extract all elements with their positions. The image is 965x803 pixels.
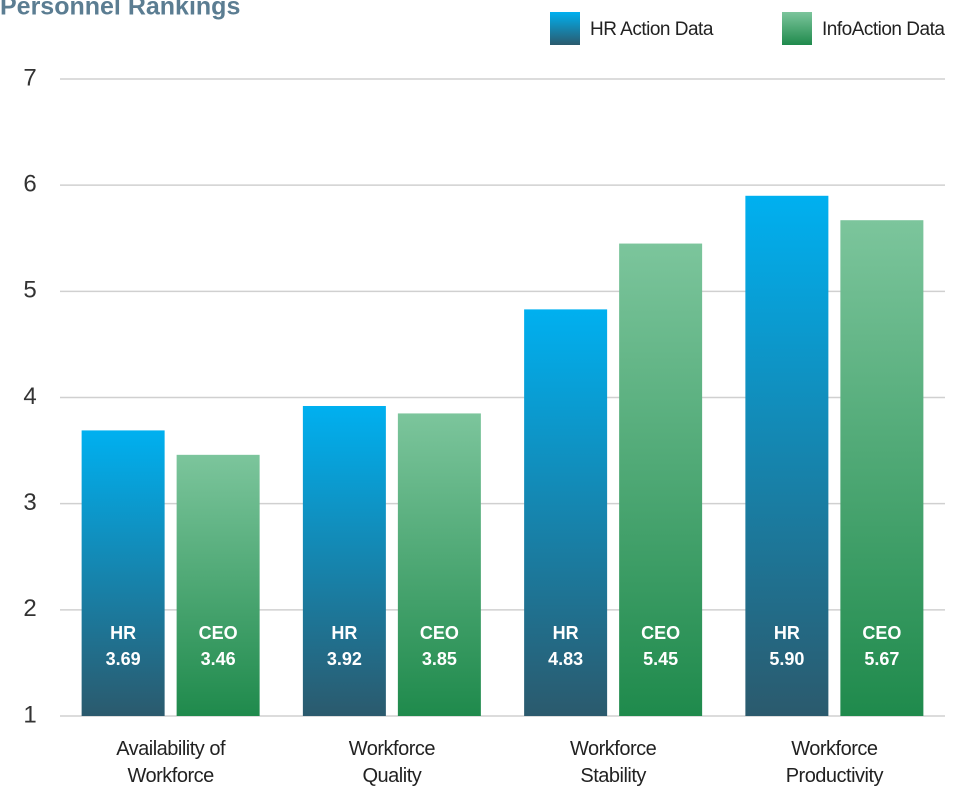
bar — [397, 413, 481, 716]
value-label: 5.90 — [769, 649, 804, 669]
value-label: 3.46 — [201, 649, 236, 669]
value-label: 4.83 — [548, 649, 583, 669]
legend-label: InfoAction Data — [822, 19, 945, 40]
bar-label: CEO — [641, 623, 680, 643]
bar-label: CEO — [862, 623, 901, 643]
bar-label: HR — [774, 623, 800, 643]
legend-label: HR Action Data — [590, 19, 714, 40]
value-label: 3.92 — [327, 649, 362, 669]
bar — [176, 454, 260, 716]
y-tick-label: 7 — [23, 64, 36, 91]
bar-label: HR — [331, 623, 357, 643]
x-tick-label: Workforce Stability — [569, 738, 657, 787]
value-label: 3.69 — [106, 649, 141, 669]
bar-label: CEO — [199, 623, 238, 643]
y-tick-label: 1 — [23, 701, 36, 728]
bar — [619, 243, 703, 716]
bar — [302, 405, 386, 716]
chart-title: Personnel Rankings — [0, 0, 240, 21]
legend-swatch — [550, 12, 580, 45]
bar-label: CEO — [420, 623, 459, 643]
y-tick-label: 3 — [23, 489, 36, 516]
value-label: 3.85 — [422, 649, 457, 669]
bar — [745, 195, 829, 717]
value-label: 5.45 — [643, 649, 678, 669]
legend-swatch — [782, 12, 812, 45]
y-tick-label: 4 — [23, 383, 36, 410]
bar — [524, 309, 608, 716]
value-label: 5.67 — [864, 649, 899, 669]
bar-label: HR — [553, 623, 579, 643]
x-tick-label: Workforce Quality — [348, 738, 436, 787]
y-tick-label: 6 — [23, 171, 36, 198]
bar-label: HR — [110, 623, 136, 643]
y-tick-label: 5 — [23, 277, 36, 304]
y-tick-label: 2 — [23, 595, 36, 622]
x-tick-label: Workforce Productivity — [785, 738, 884, 787]
bar — [840, 220, 924, 716]
bar — [81, 430, 165, 716]
x-tick-label: Availability of Workforce — [116, 738, 226, 787]
